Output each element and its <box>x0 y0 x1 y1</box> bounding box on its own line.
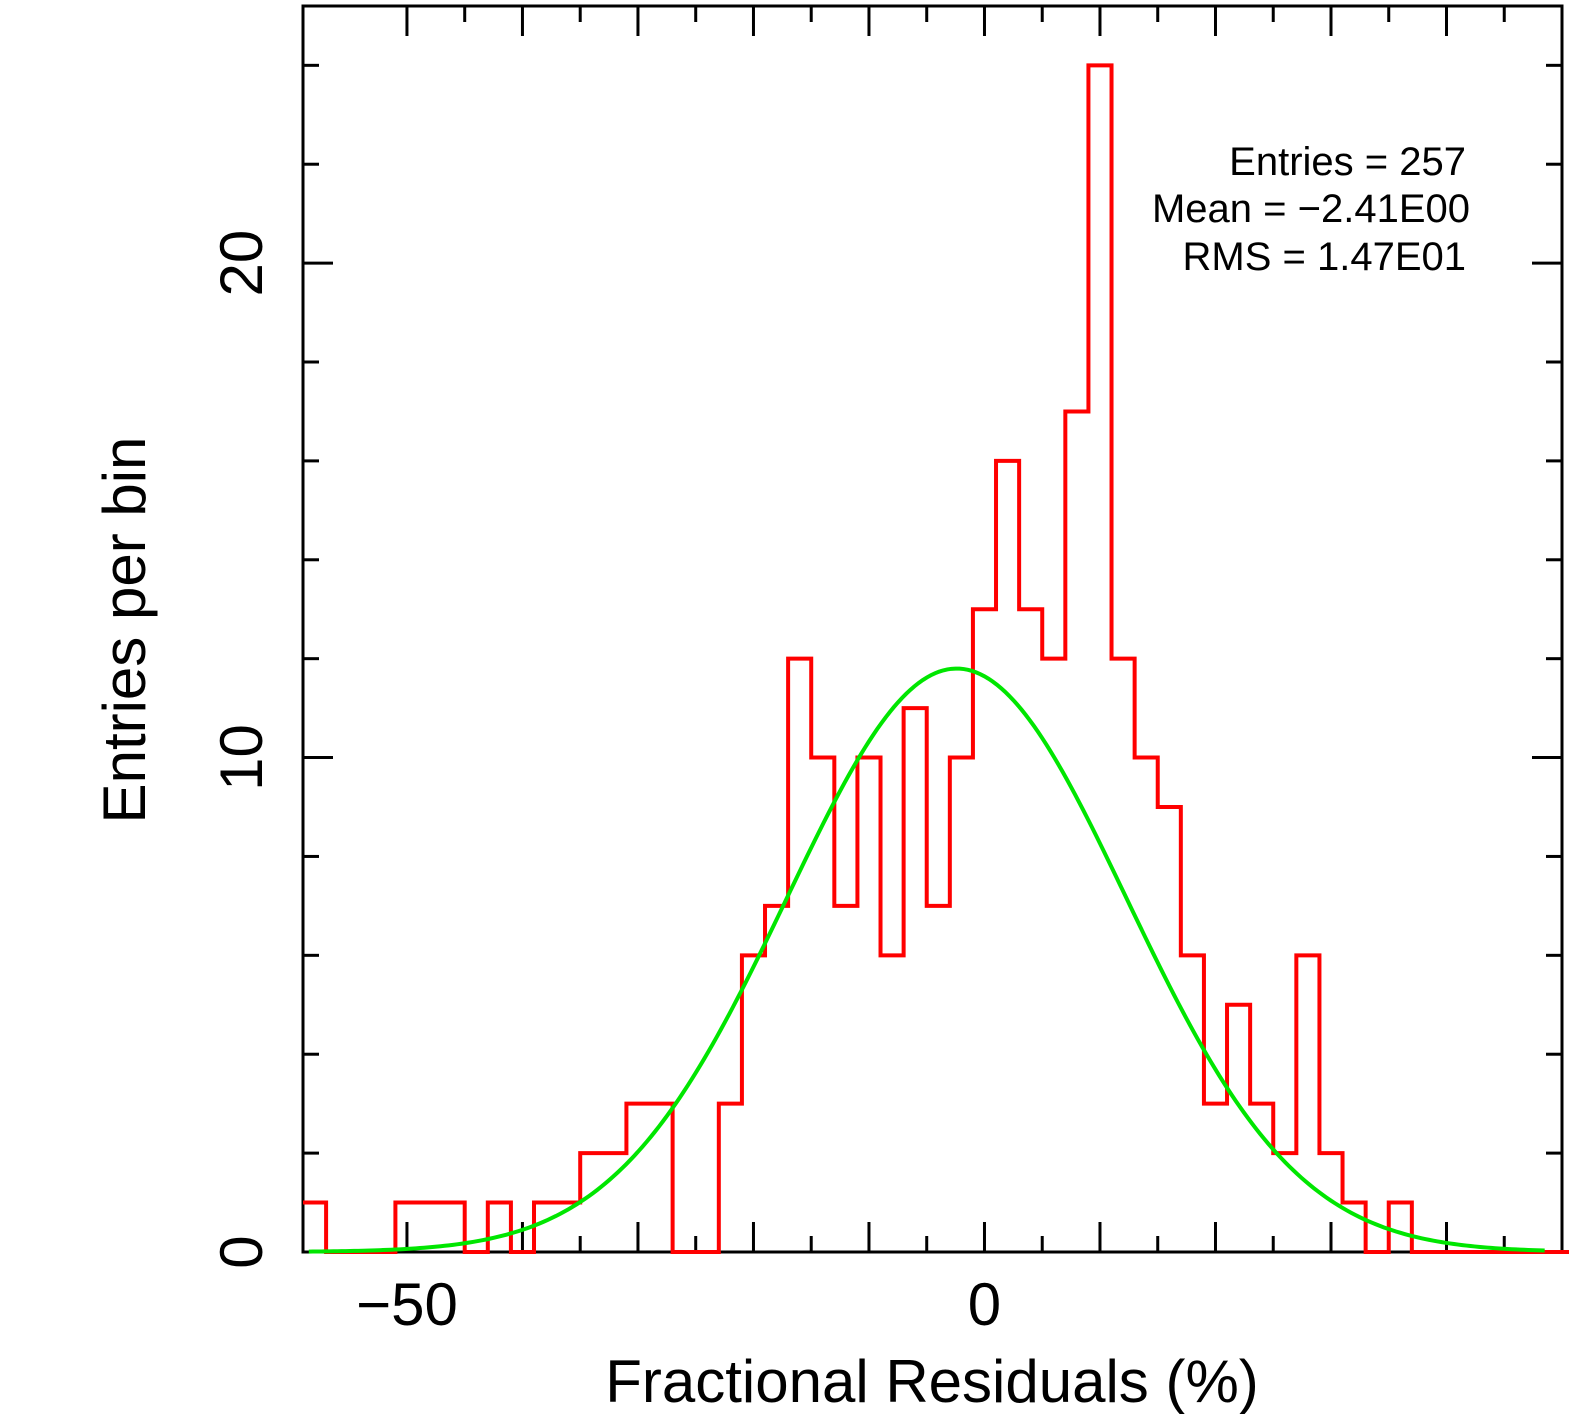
y-axis-ticks <box>303 63 1562 1254</box>
stats-rms: RMS = 1.47E01 <box>1183 235 1467 279</box>
plot-frame <box>301 4 1564 1254</box>
y-axis-title: Entries per bin <box>91 437 158 824</box>
x-axis-title: Fractional Residuals (%) <box>605 1348 1259 1414</box>
y-tick-label: 10 <box>208 724 275 791</box>
x-tick-label: −50 <box>356 1271 458 1338</box>
x-tick-labels: −50 0 <box>356 1271 1001 1338</box>
stats-entries: Entries = 257 <box>1229 140 1466 184</box>
stats-mean: Mean = −2.41E00 <box>1152 187 1470 231</box>
y-tick-labels: 0 10 20 <box>208 230 275 1269</box>
y-tick-label: 20 <box>208 230 275 297</box>
x-tick-label: 0 <box>968 1271 1001 1338</box>
gaussian-fit-curve <box>308 666 1545 1254</box>
x-axis-ticks <box>405 6 1506 1252</box>
y-tick-label: 0 <box>208 1235 275 1268</box>
histogram-series <box>303 63 1569 1254</box>
